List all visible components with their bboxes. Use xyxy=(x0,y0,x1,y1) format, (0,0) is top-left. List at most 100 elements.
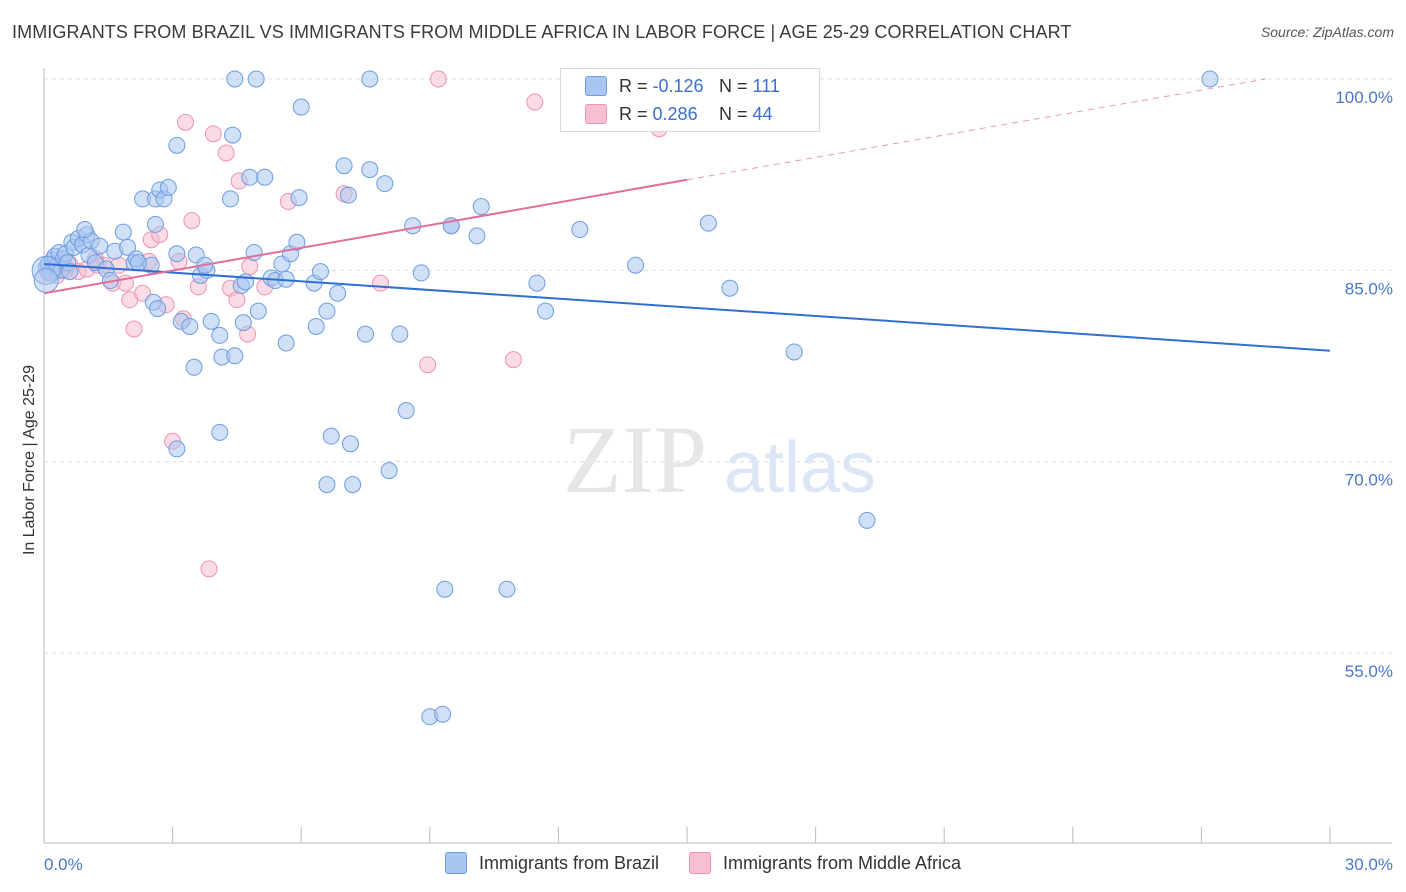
point-brazil xyxy=(721,279,739,297)
y-tick-label: 70.0% xyxy=(1345,471,1393,490)
point-brazil xyxy=(412,264,430,282)
point-middle-africa xyxy=(228,291,246,309)
point-brazil xyxy=(168,136,186,154)
legend-swatch-africa xyxy=(585,104,607,124)
legend-n-label: N = xyxy=(719,103,748,124)
legend-r-label: R = xyxy=(619,75,648,96)
point-brazil xyxy=(277,334,295,352)
point-brazil xyxy=(247,70,265,88)
point-brazil xyxy=(785,343,803,361)
point-brazil xyxy=(76,221,94,239)
point-brazil xyxy=(329,284,347,302)
point-middle-africa xyxy=(372,274,390,292)
legend-n-label: N = xyxy=(719,75,748,96)
gridlines xyxy=(44,78,1392,654)
point-brazil xyxy=(339,186,357,204)
point-brazil xyxy=(181,317,199,335)
series-legend: Immigrants from Brazil Immigrants from M… xyxy=(0,852,1406,874)
trend-line-africa xyxy=(43,178,688,295)
point-brazil xyxy=(858,511,876,529)
point-brazil xyxy=(357,325,374,343)
trend-line-africa-extension xyxy=(686,78,1266,181)
y-tick-label: 85.0% xyxy=(1345,279,1393,298)
legend-marker-africa xyxy=(688,852,711,874)
point-brazil xyxy=(376,175,394,193)
point-brazil xyxy=(224,126,242,144)
point-brazil xyxy=(472,198,490,216)
source-credit: Source: ZipAtlas.com xyxy=(1260,24,1394,40)
point-brazil xyxy=(249,302,267,320)
point-brazil xyxy=(1201,70,1219,88)
point-brazil xyxy=(256,168,274,186)
point-brazil xyxy=(380,462,398,480)
point-brazil xyxy=(226,347,244,365)
legend-r-label: R = xyxy=(619,103,648,124)
point-middle-africa xyxy=(176,113,194,131)
legend-row-africa: R = 0.286 N = 44 xyxy=(585,102,773,126)
x-tick-label: 30.0% xyxy=(1345,855,1393,874)
point-brazil xyxy=(397,402,415,420)
correlation-legend: R = -0.126 N = 111 R = 0.286 N = 44 xyxy=(560,68,820,132)
point-brazil xyxy=(335,157,353,175)
point-brazil xyxy=(627,256,645,274)
legend-item-africa[interactable]: Immigrants from Middle Africa xyxy=(688,852,962,874)
legend-label-africa: Immigrants from Middle Africa xyxy=(722,852,962,873)
point-middle-africa xyxy=(526,93,544,111)
x-tick-label: 0.0% xyxy=(44,855,83,874)
legend-swatch-brazil xyxy=(585,76,607,96)
point-brazil xyxy=(436,580,454,598)
point-brazil xyxy=(318,476,336,494)
point-middle-africa xyxy=(419,356,437,374)
trend-line-brazil xyxy=(43,262,1331,352)
point-middle-africa xyxy=(183,212,201,230)
y-tick-label: 55.0% xyxy=(1345,662,1393,681)
point-brazil xyxy=(129,254,147,272)
legend-n-value-africa: 44 xyxy=(752,103,773,124)
point-brazil xyxy=(185,358,203,376)
point-brazil xyxy=(288,233,306,251)
point-brazil xyxy=(234,314,252,332)
legend-item-brazil[interactable]: Immigrants from Brazil xyxy=(444,852,659,874)
axes xyxy=(43,68,1392,844)
point-brazil xyxy=(318,302,336,320)
point-middle-africa xyxy=(241,258,259,276)
point-brazil xyxy=(114,223,132,241)
point-brazil xyxy=(391,325,409,343)
point-brazil xyxy=(344,476,362,494)
point-brazil xyxy=(149,300,167,318)
point-middle-africa xyxy=(200,560,218,578)
legend-r-value-africa: 0.286 xyxy=(652,103,698,124)
legend-n-value-brazil: 111 xyxy=(752,75,780,96)
point-brazil xyxy=(211,326,229,344)
point-brazil xyxy=(168,245,186,263)
point-brazil xyxy=(434,705,452,723)
point-brazil xyxy=(159,178,177,196)
point-brazil xyxy=(498,580,516,598)
watermark: ZIP atlas xyxy=(563,406,876,513)
point-brazil xyxy=(341,435,359,453)
point-brazil xyxy=(468,227,486,245)
point-brazil xyxy=(61,263,79,281)
point-middle-africa xyxy=(504,351,522,369)
point-middle-africa xyxy=(217,144,235,162)
point-brazil xyxy=(211,423,229,441)
point-brazil-cluster xyxy=(33,268,59,294)
point-brazil xyxy=(168,440,186,458)
point-brazil xyxy=(91,237,109,255)
point-brazil xyxy=(221,190,239,208)
trend-lines xyxy=(43,78,1331,352)
point-brazil xyxy=(322,427,340,445)
point-brazil xyxy=(571,221,589,239)
y-tick-label: 100.0% xyxy=(1335,88,1393,107)
point-brazil xyxy=(404,217,422,235)
point-brazil xyxy=(311,263,329,281)
point-brazil xyxy=(226,70,244,88)
legend-r-value-brazil: -0.126 xyxy=(652,75,704,96)
watermark-zip: ZIP xyxy=(563,406,707,513)
point-brazil xyxy=(241,168,259,186)
legend-label-brazil: Immigrants from Brazil xyxy=(478,852,659,873)
series-brazil-points xyxy=(31,70,1219,726)
point-middle-africa xyxy=(429,70,447,88)
point-brazil xyxy=(119,238,137,256)
